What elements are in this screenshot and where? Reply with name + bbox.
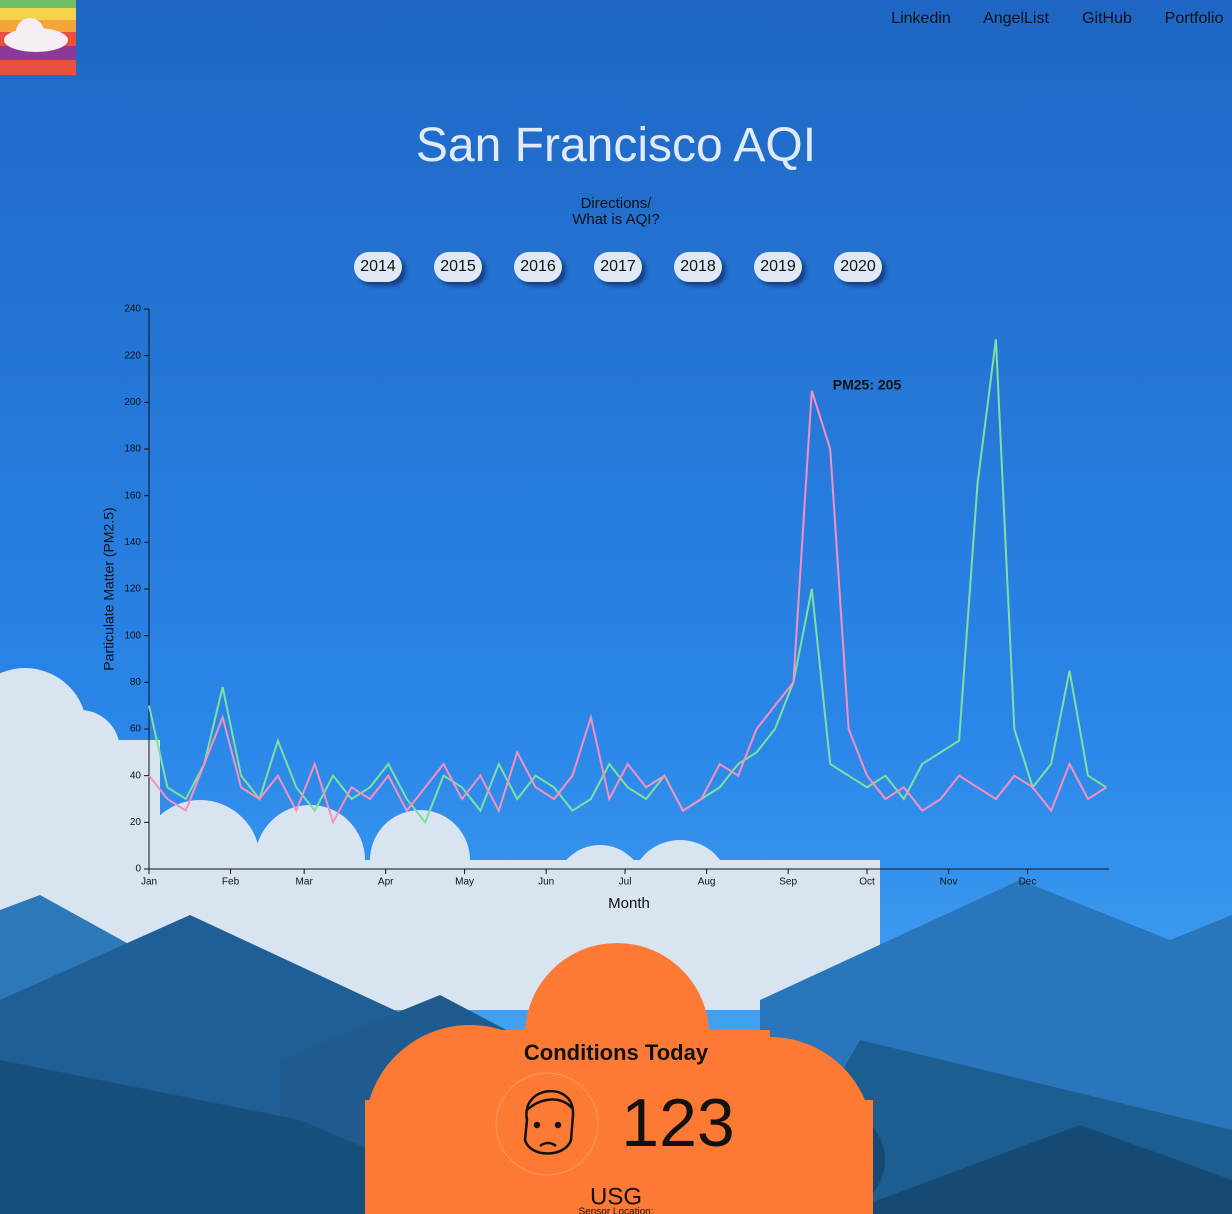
x-tick-label: May bbox=[455, 877, 474, 888]
y-axis-label: Particulate Matter (PM2.5) bbox=[101, 507, 117, 670]
nav-link[interactable]: AngelList bbox=[983, 10, 1049, 27]
y-tick-label: 0 bbox=[135, 864, 141, 875]
y-tick-label: 140 bbox=[124, 537, 141, 548]
x-tick-label: Nov bbox=[940, 877, 958, 888]
y-tick-label: 60 bbox=[130, 724, 142, 735]
x-tick-label: Jan bbox=[141, 877, 157, 888]
x-tick-label: Sep bbox=[779, 877, 797, 888]
aqi-info-link[interactable]: What is AQI? bbox=[572, 211, 660, 228]
x-tick-label: Aug bbox=[698, 877, 716, 888]
year-button[interactable]: 2018 bbox=[674, 252, 722, 282]
x-tick-label: Dec bbox=[1019, 877, 1037, 888]
conditions-cloud bbox=[365, 943, 885, 1214]
y-tick-label: 180 bbox=[124, 444, 141, 455]
page-title: San Francisco AQI bbox=[415, 119, 817, 172]
aqi-value: 123 bbox=[621, 1085, 734, 1161]
x-tick-label: Feb bbox=[222, 877, 240, 888]
nav-link[interactable]: Linkedin bbox=[891, 10, 951, 27]
year-button[interactable]: 2014 bbox=[354, 252, 402, 282]
year-button[interactable]: 2019 bbox=[754, 252, 802, 282]
year-button[interactable]: 2017 bbox=[594, 252, 642, 282]
data-line bbox=[148, 339, 1107, 825]
y-tick-label: 240 bbox=[124, 304, 141, 315]
data-line bbox=[148, 390, 1107, 825]
conditions-title: Conditions Today bbox=[524, 1040, 709, 1065]
nav-link[interactable]: GitHub bbox=[1082, 10, 1132, 27]
y-tick-label: 100 bbox=[124, 630, 141, 641]
tooltip: PM25: 205 bbox=[833, 377, 902, 393]
aqi-category: USG bbox=[590, 1183, 642, 1210]
x-tick-label: Jun bbox=[538, 877, 554, 888]
x-tick-label: Mar bbox=[296, 877, 314, 888]
y-tick-label: 80 bbox=[130, 677, 142, 688]
y-tick-label: 220 bbox=[124, 350, 141, 361]
y-tick-label: 160 bbox=[124, 490, 141, 501]
x-tick-label: Jul bbox=[619, 877, 632, 888]
face-icon bbox=[523, 1090, 575, 1155]
year-button[interactable]: 2020 bbox=[834, 252, 882, 282]
clouds bbox=[0, 668, 880, 1010]
x-axis-label: Month bbox=[608, 895, 650, 912]
logo bbox=[0, 0, 76, 75]
sensor-label: Sensor Location: bbox=[578, 1207, 653, 1214]
x-tick-label: Apr bbox=[378, 877, 394, 888]
y-tick-label: 120 bbox=[124, 584, 141, 595]
year-button[interactable]: 2015 bbox=[434, 252, 482, 282]
nav-link[interactable]: Portfolio bbox=[1164, 10, 1224, 27]
x-tick-label: Oct bbox=[859, 877, 875, 888]
y-tick-label: 200 bbox=[124, 397, 141, 408]
y-tick-label: 40 bbox=[130, 770, 142, 781]
directions-link[interactable]: Directions/ bbox=[580, 195, 652, 212]
year-button[interactable]: 2016 bbox=[514, 252, 562, 282]
y-tick-label: 20 bbox=[130, 817, 142, 828]
